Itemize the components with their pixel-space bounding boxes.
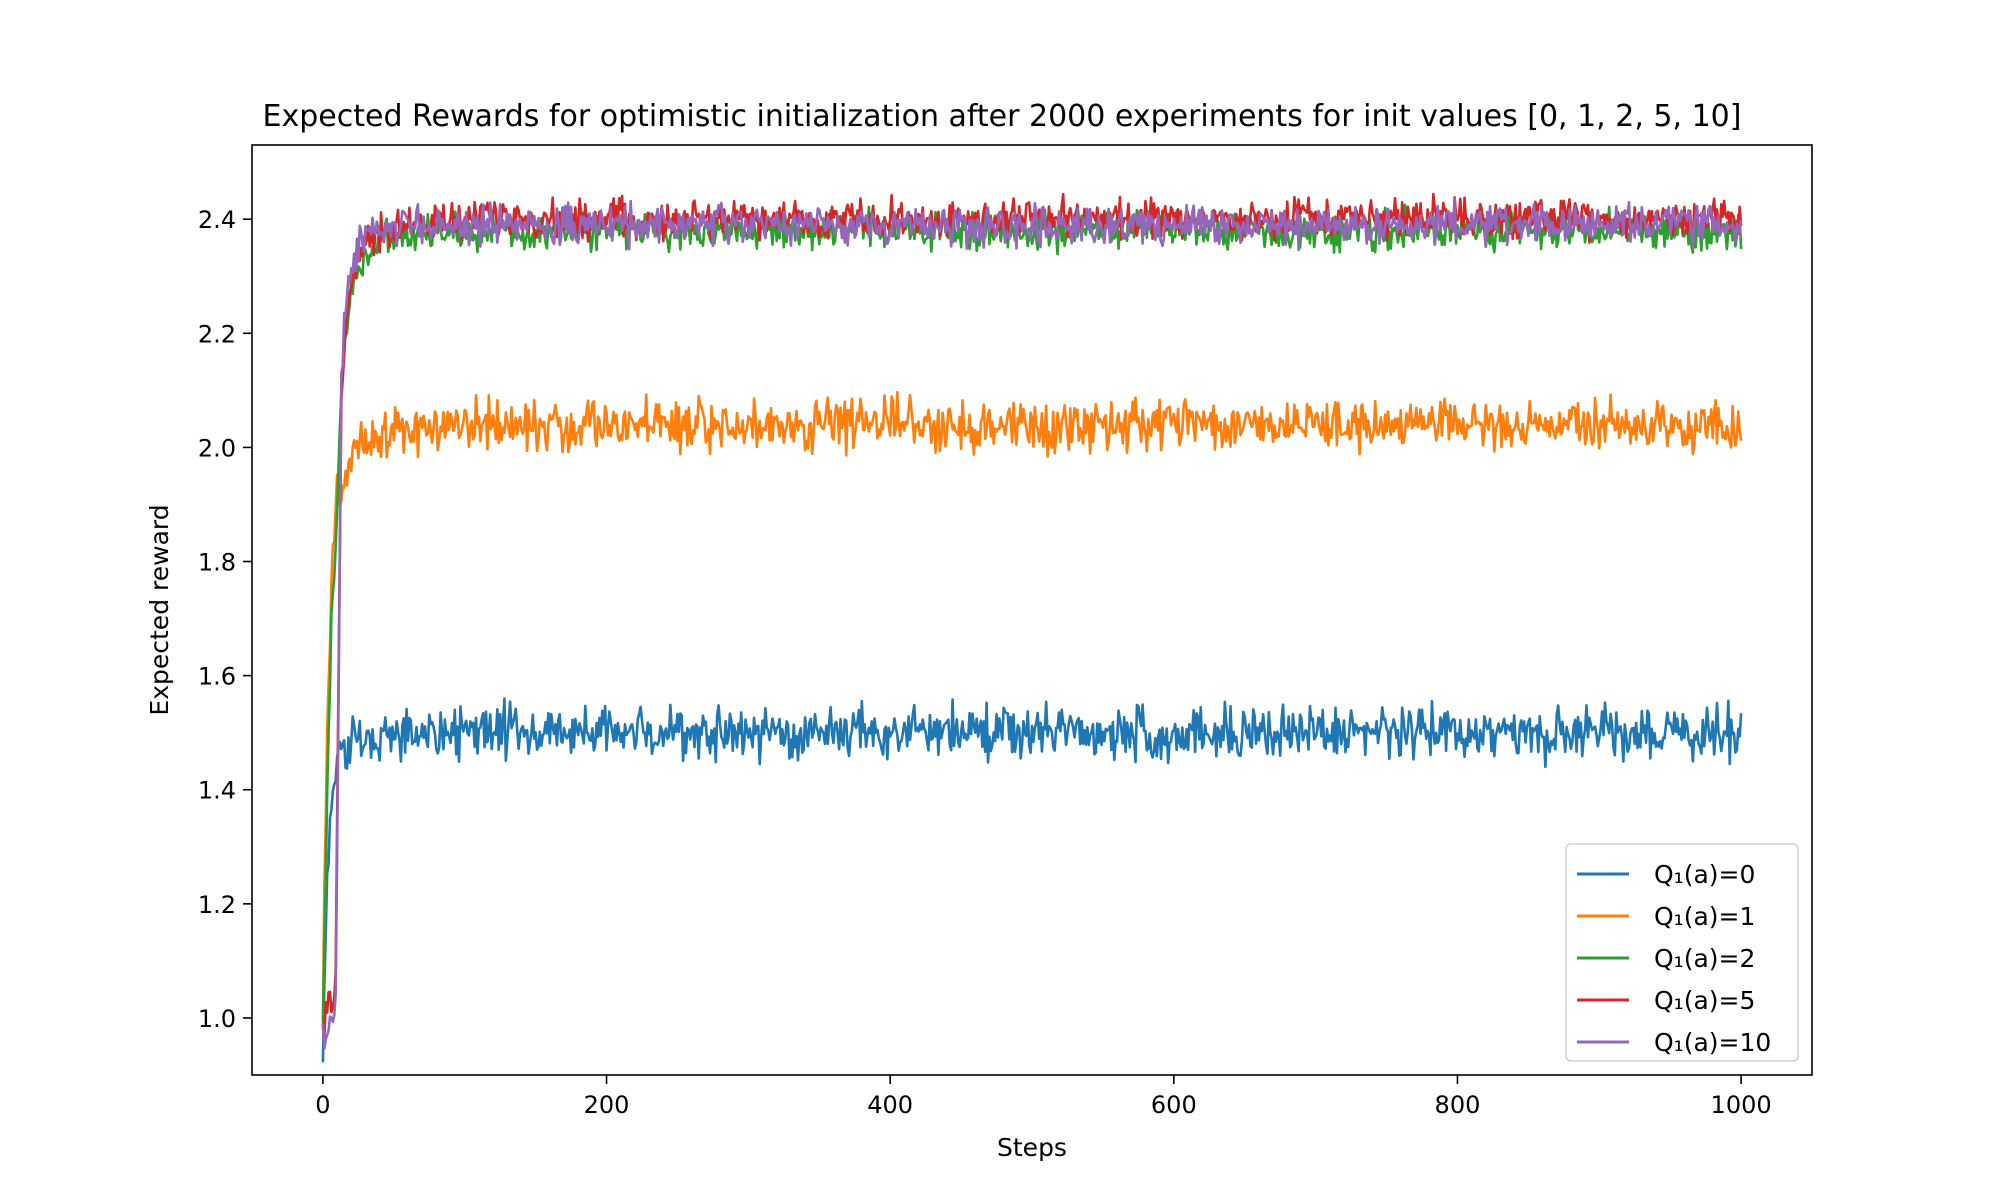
legend-label: Q₁(a)=0 (1654, 860, 1755, 889)
x-tick-label: 1000 (1711, 1091, 1772, 1119)
y-tick-label: 2.0 (198, 434, 236, 462)
chart-title: Expected Rewards for optimistic initiali… (263, 99, 1742, 134)
y-tick-label: 1.6 (198, 663, 236, 691)
legend-label: Q₁(a)=2 (1654, 944, 1755, 973)
y-tick-label: 1.8 (198, 549, 236, 577)
y-tick-label: 1.2 (198, 891, 236, 919)
y-axis-ticks: 1.0 1.2 1.4 1.6 1.8 2.0 2.2 2.4 (198, 206, 252, 1033)
x-axis-ticks: 0 200 400 600 800 1000 (315, 1075, 1772, 1119)
legend-box (1565, 843, 1799, 1062)
legend-label: Q₁(a)=1 (1654, 902, 1755, 931)
y-tick-label: 1.4 (198, 777, 236, 805)
y-tick-label: 2.2 (198, 320, 236, 348)
series-line-4 (321, 197, 1743, 1050)
x-tick-label: 0 (315, 1091, 330, 1119)
legend: Q₁(a)=0 Q₁(a)=1 Q₁(a)=2 Q₁(a)=5 Q₁(a)=10 (1565, 843, 1799, 1062)
plot-frame (251, 144, 1813, 1076)
plot-lines (321, 192, 1743, 1063)
y-tick-label: 2.4 (198, 206, 236, 234)
x-tick-label: 200 (584, 1091, 630, 1119)
series-line-0 (321, 697, 1743, 1063)
x-tick-label: 400 (867, 1091, 913, 1119)
legend-label: Q₁(a)=10 (1654, 1028, 1771, 1057)
x-axis-label: Steps (997, 1133, 1067, 1162)
y-tick-label: 1.0 (198, 1005, 236, 1033)
x-tick-label: 600 (1151, 1091, 1197, 1119)
y-axis-label: Expected reward (145, 504, 174, 715)
series-line-1 (321, 390, 1743, 1020)
legend-label: Q₁(a)=5 (1654, 986, 1755, 1015)
x-tick-label: 800 (1435, 1091, 1481, 1119)
